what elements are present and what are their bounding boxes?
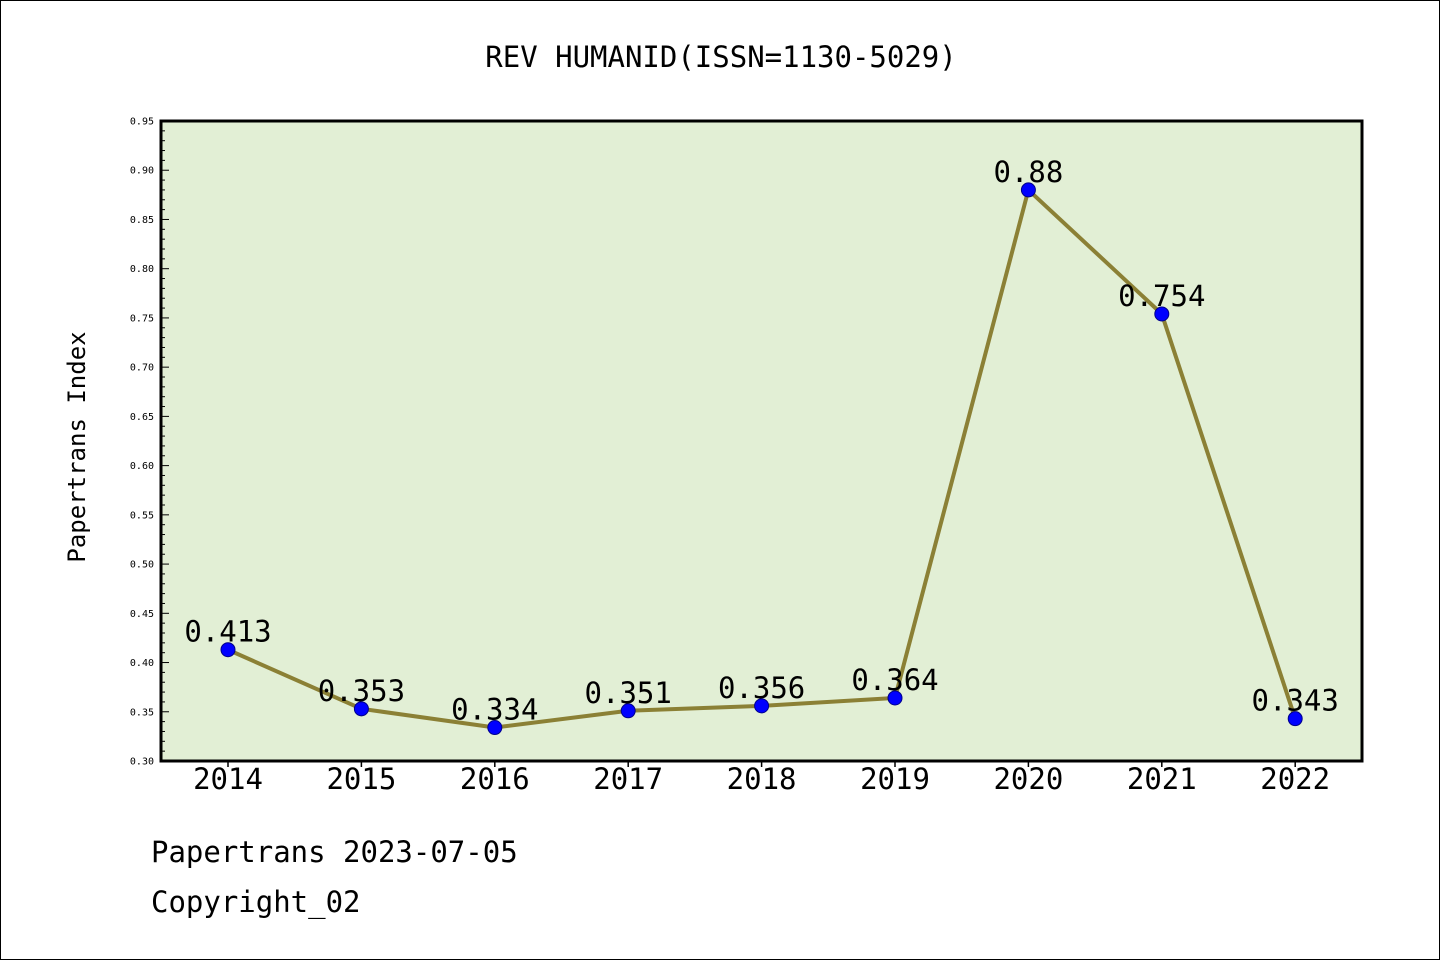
y-tick-label: 0.30 [130,757,154,768]
y-tick-label: 0.55 [130,510,154,521]
y-axis-label: Papertrans Index [63,331,91,562]
data-label: 0.334 [451,693,538,727]
y-tick-label: 0.75 [130,313,154,324]
x-tick-label: 2018 [727,762,797,796]
chart-title: REV HUMANID(ISSN=1130-5029) [485,40,956,74]
y-tick-label: 0.50 [130,560,154,571]
data-point [887,690,903,706]
x-axis: 2014 2015 2016 2017 2018 2019 2020 2021 2022 [193,761,1330,796]
data-label: 0.88 [993,155,1063,189]
y-tick-label: 0.45 [130,609,154,620]
y-tick-label: 0.85 [130,215,154,226]
data-point [1154,306,1170,322]
y-tick-label: 0.40 [130,658,154,669]
footer-date: Papertrans 2023-07-05 [151,835,518,869]
data-label: 0.353 [318,674,405,708]
plot-area [159,119,1364,763]
data-label: 0.364 [851,663,938,697]
data-label: 0.356 [718,671,805,705]
y-tick-label: 0.70 [130,363,154,374]
y-tick-label: 0.90 [130,166,154,177]
y-tick-label: 0.95 [130,117,154,128]
data-label: 0.413 [184,615,271,649]
data-point [487,720,503,736]
data-point [1287,711,1303,727]
y-tick-label: 0.60 [130,461,154,472]
x-tick-label: 2022 [1260,762,1330,796]
data-point [620,703,636,719]
x-tick-label: 2020 [993,762,1063,796]
x-tick-label: 2016 [460,762,530,796]
y-tick-label: 0.65 [130,412,154,423]
data-label: 0.351 [585,676,672,710]
series-group: 0.413 0.353 0.334 0.351 0.356 0.364 0.88 0.754 0… [184,155,1339,736]
data-point [1020,182,1036,198]
footer-copyright: Copyright_02 [151,885,361,919]
x-tick-label: 2015 [326,762,396,796]
y-tick-label: 0.80 [130,264,154,275]
x-tick-label: 2014 [193,762,263,796]
data-point [353,701,369,717]
data-point [220,642,236,658]
x-tick-label: 2017 [593,762,663,796]
y-tick-label: 0.35 [130,707,154,718]
x-tick-label: 2021 [1127,762,1197,796]
y-axis: 0.30 0.35 0.40 0.45 0.50 0.55 0.60 0.65 0.70 0.75… [130,117,169,768]
data-label: 0.754 [1118,279,1205,313]
data-label: 0.343 [1252,684,1339,718]
x-tick-label: 2019 [860,762,930,796]
data-point [754,698,770,714]
